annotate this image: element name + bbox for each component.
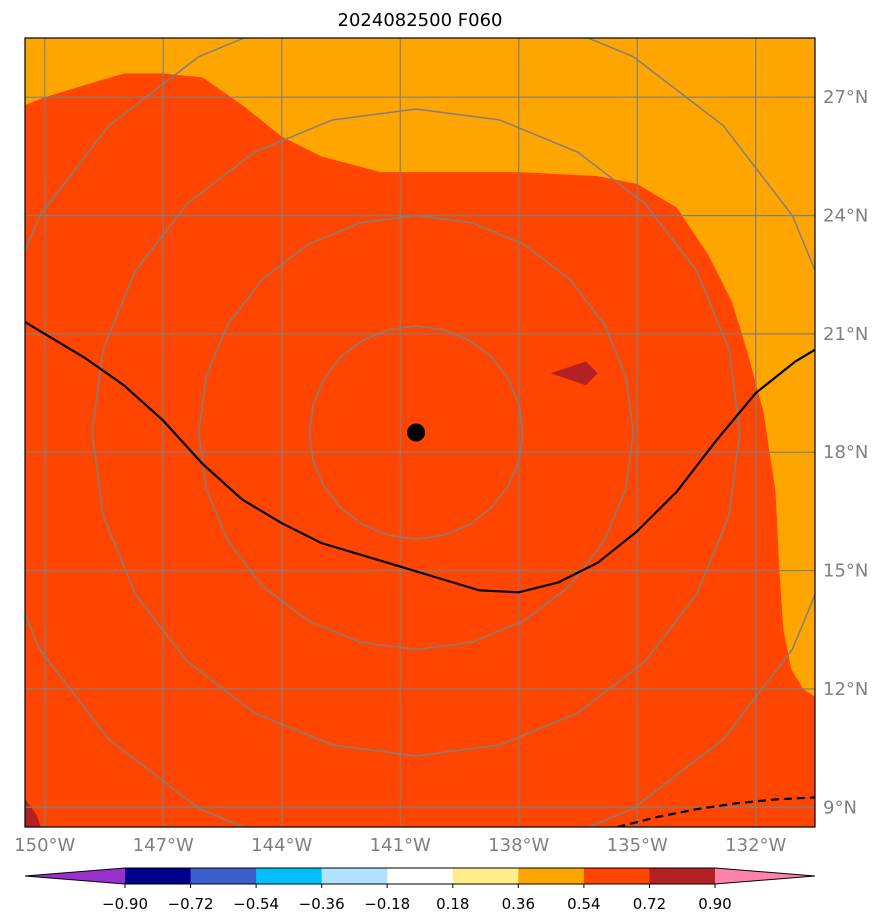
latitude-label: 24°N	[823, 206, 868, 227]
colorbar-tick-label: 0.54	[567, 895, 600, 913]
latitude-label: 27°N	[823, 87, 868, 108]
colorbar-tick-label: −0.18	[364, 895, 410, 913]
orange-region-north	[25, 38, 815, 697]
colorbar-segment	[583, 868, 650, 884]
longitude-tick-labels: 150°W 147°W 144°W 141°W 138°W 135°W 132°W	[14, 835, 786, 856]
dark-red-patch-southwest	[25, 799, 41, 827]
colorbar-segment	[321, 868, 388, 884]
longitude-label: 144°W	[251, 835, 312, 856]
colorbar-segment	[518, 868, 585, 884]
colorbar-tick-label: 0.90	[698, 895, 731, 913]
map-frame	[24, 37, 816, 828]
range-ring	[198, 214, 635, 651]
longitude-label: 135°W	[607, 835, 668, 856]
colorbar-tick-label: 0.72	[633, 895, 666, 913]
colorbar-extend-high	[715, 868, 815, 884]
lat-lon-grid	[25, 38, 815, 827]
colorbar-tick-label: −0.90	[102, 895, 148, 913]
solid-contour-line	[25, 321, 815, 594]
colorbar-segment	[125, 868, 192, 884]
latitude-label: 9°N	[823, 797, 857, 818]
longitude-label: 147°W	[133, 835, 194, 856]
storm-center-marker	[407, 423, 426, 442]
map-plot-area	[25, 38, 815, 827]
colorbar-tick-label: −0.36	[299, 895, 345, 913]
contour-lines-layer	[25, 321, 815, 827]
shaded-regions-layer	[25, 38, 815, 827]
map-title: 2024082500 F060	[338, 10, 503, 31]
colorbar-tick-labels: −0.90 −0.72 −0.54 −0.36 −0.18 0.18 0.36 0.54 0.7…	[102, 884, 732, 913]
colorbar-segment	[387, 868, 454, 884]
colorbar-segment	[190, 868, 257, 884]
colorbar-extend-low	[25, 868, 125, 884]
colorbar-segment	[256, 868, 323, 884]
colorbar-tick-label: 0.18	[436, 895, 469, 913]
colorbar-segment	[649, 868, 716, 884]
colorbar-tick-label: 0.36	[502, 895, 535, 913]
latitude-label: 21°N	[823, 324, 868, 345]
range-ring	[91, 108, 741, 757]
dashed-contour-line	[617, 796, 815, 827]
range-ring	[25, 38, 815, 827]
longitude-label: 141°W	[370, 835, 431, 856]
range-ring	[308, 325, 524, 540]
latitude-label: 18°N	[823, 442, 868, 463]
latitude-label: 15°N	[823, 561, 868, 582]
colorbar	[24, 867, 816, 885]
range-rings-layer	[25, 38, 815, 827]
latitude-tick-labels: 9°N 12°N 15°N 18°N 21°N 24°N 27°N	[823, 87, 868, 818]
colorbar-tick-label: −0.72	[168, 895, 214, 913]
dark-red-patch-east	[550, 361, 598, 386]
longitude-label: 132°W	[725, 835, 786, 856]
colorbar-segment	[452, 868, 519, 884]
colorbar-tick-label: −0.54	[233, 895, 279, 913]
longitude-label: 150°W	[14, 835, 75, 856]
longitude-label: 138°W	[488, 835, 549, 856]
latitude-label: 12°N	[823, 679, 868, 700]
